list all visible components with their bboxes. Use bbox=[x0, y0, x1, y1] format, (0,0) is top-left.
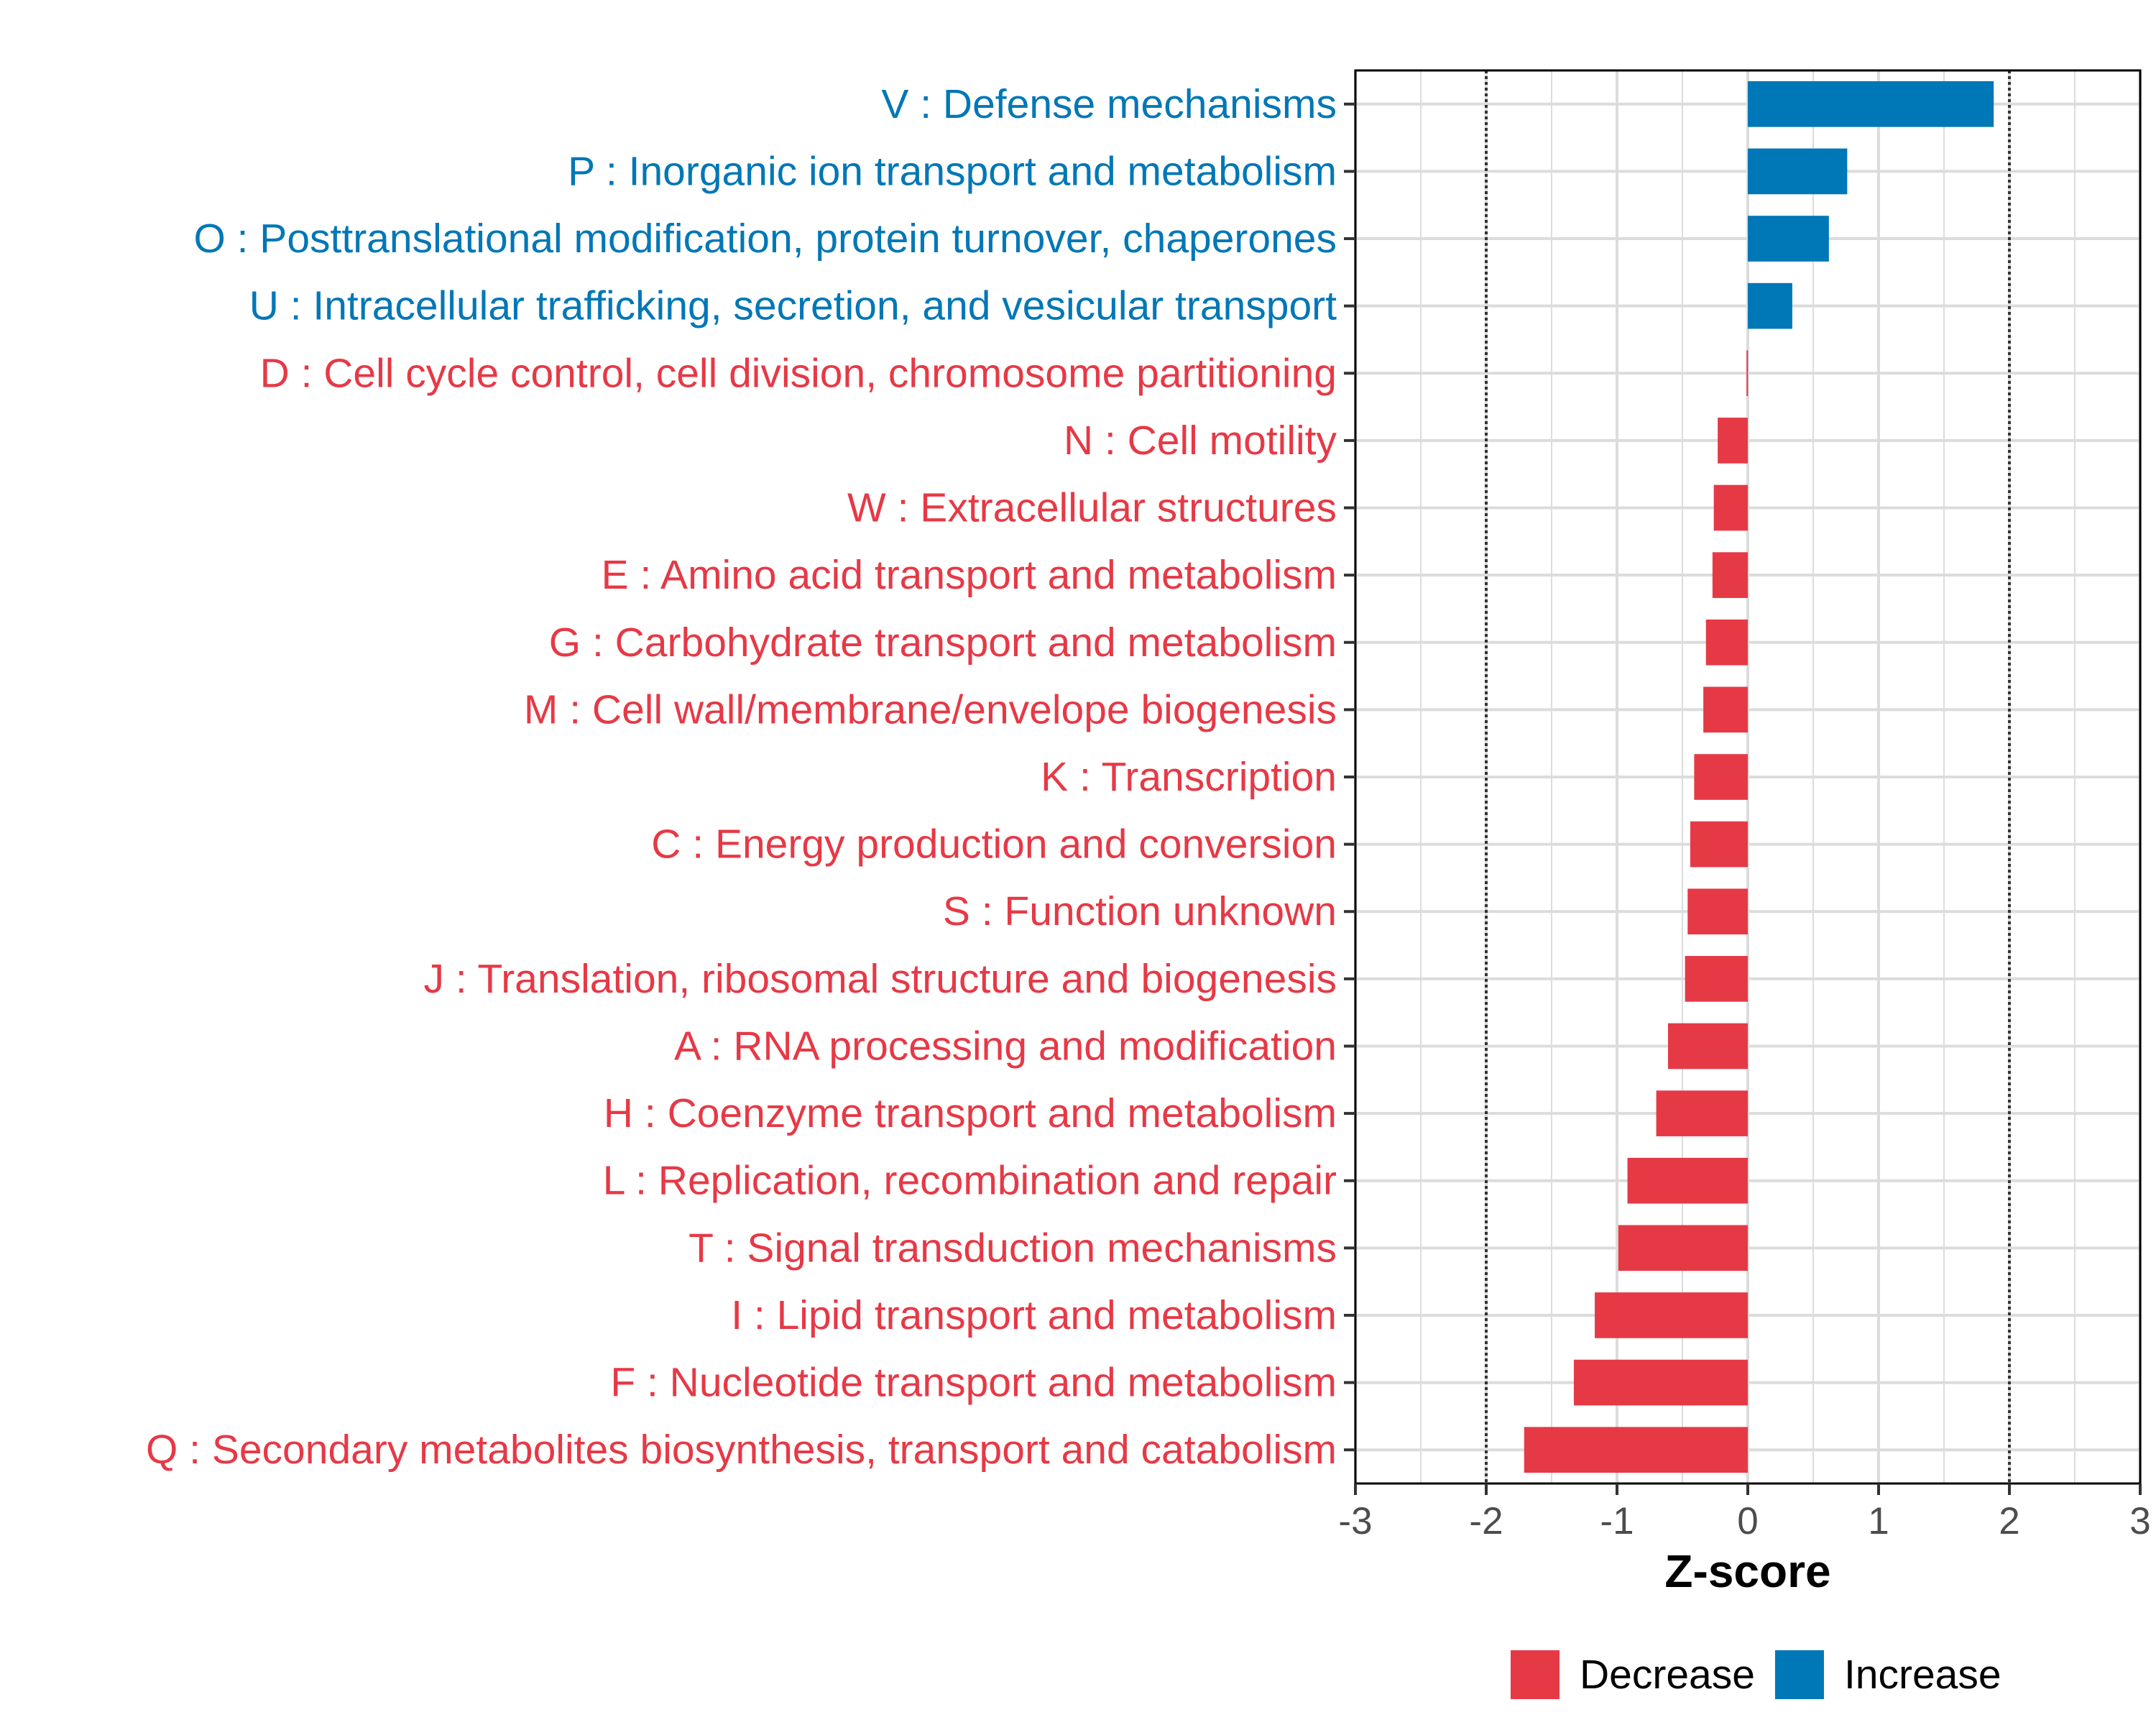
bar bbox=[1524, 1427, 1748, 1473]
category-label: S : Function unknown bbox=[943, 888, 1337, 934]
bar bbox=[1705, 619, 1748, 666]
category-label: P : Inorganic ion transport and metaboli… bbox=[568, 148, 1337, 194]
bar bbox=[1595, 1292, 1748, 1338]
category-label: D : Cell cycle control, cell division, c… bbox=[260, 350, 1337, 396]
legend-label: Increase bbox=[1844, 1652, 2001, 1698]
bar bbox=[1748, 282, 1792, 329]
x-tick-label: 3 bbox=[2129, 1500, 2150, 1542]
x-tick-label: 1 bbox=[1868, 1500, 1889, 1542]
category-label: C : Energy production and conversion bbox=[651, 822, 1337, 868]
bars bbox=[1524, 80, 1994, 1473]
category-label: I : Lipid transport and metabolism bbox=[731, 1292, 1337, 1338]
legend-swatch bbox=[1774, 1650, 1824, 1699]
x-axis-title: Z-score bbox=[1664, 1545, 1830, 1597]
bar bbox=[1718, 418, 1748, 464]
category-label: K : Transcription bbox=[1041, 754, 1337, 800]
x-tick-label: -1 bbox=[1600, 1500, 1634, 1542]
y-axis: V : Defense mechanisms P : Inorganic ion … bbox=[146, 81, 1355, 1473]
category-label: M : Cell wall/membrane/envelope biogenes… bbox=[524, 686, 1337, 732]
bar bbox=[1573, 1359, 1748, 1406]
category-label: W : Extracellular structures bbox=[847, 485, 1337, 531]
bar bbox=[1656, 1090, 1748, 1136]
category-label: J : Translation, ribosomal structure and… bbox=[424, 956, 1337, 1002]
bar bbox=[1748, 80, 1994, 127]
legend-label: Decrease bbox=[1580, 1652, 1755, 1698]
legend-swatch bbox=[1511, 1650, 1560, 1699]
bar bbox=[1694, 754, 1748, 800]
bar bbox=[1748, 216, 1829, 262]
category-label: N : Cell motility bbox=[1064, 418, 1337, 464]
category-label: G : Carbohydrate transport and metabolis… bbox=[549, 620, 1337, 666]
bar bbox=[1618, 1225, 1748, 1271]
category-label: F : Nucleotide transport and metabolism bbox=[610, 1360, 1337, 1406]
bar bbox=[1746, 350, 1749, 397]
category-label: Q : Secondary metabolites biosynthesis, … bbox=[146, 1427, 1337, 1473]
legend: Decrease Increase bbox=[1511, 1650, 2001, 1699]
bar bbox=[1627, 1157, 1748, 1204]
category-label: T : Signal transduction mechanisms bbox=[688, 1225, 1337, 1271]
category-label: V : Defense mechanisms bbox=[881, 81, 1337, 127]
bar bbox=[1667, 1023, 1748, 1070]
x-tick-label: 0 bbox=[1737, 1500, 1758, 1542]
bar bbox=[1687, 888, 1748, 935]
x-tick-label: 2 bbox=[1999, 1500, 2019, 1542]
x-tick-label: -2 bbox=[1469, 1500, 1503, 1542]
category-label: H : Coenzyme transport and metabolism bbox=[604, 1090, 1337, 1136]
bar bbox=[1685, 956, 1748, 1002]
bar bbox=[1713, 484, 1748, 531]
bar bbox=[1690, 821, 1748, 868]
bar bbox=[1712, 552, 1748, 598]
category-label: A : RNA processing and modification bbox=[674, 1023, 1337, 1069]
bar bbox=[1703, 686, 1748, 733]
bar bbox=[1748, 148, 1848, 195]
category-label: E : Amino acid transport and metabolism bbox=[602, 552, 1337, 598]
x-axis: -3 -2 -1 0 1 2 3 bbox=[1338, 1484, 2151, 1542]
category-label: L : Replication, recombination and repai… bbox=[603, 1158, 1337, 1204]
x-tick-label: -3 bbox=[1338, 1500, 1372, 1542]
category-label: U : Intracellular trafficking, secretion… bbox=[249, 283, 1337, 329]
category-label: O : Posttranslational modification, prot… bbox=[193, 216, 1337, 262]
